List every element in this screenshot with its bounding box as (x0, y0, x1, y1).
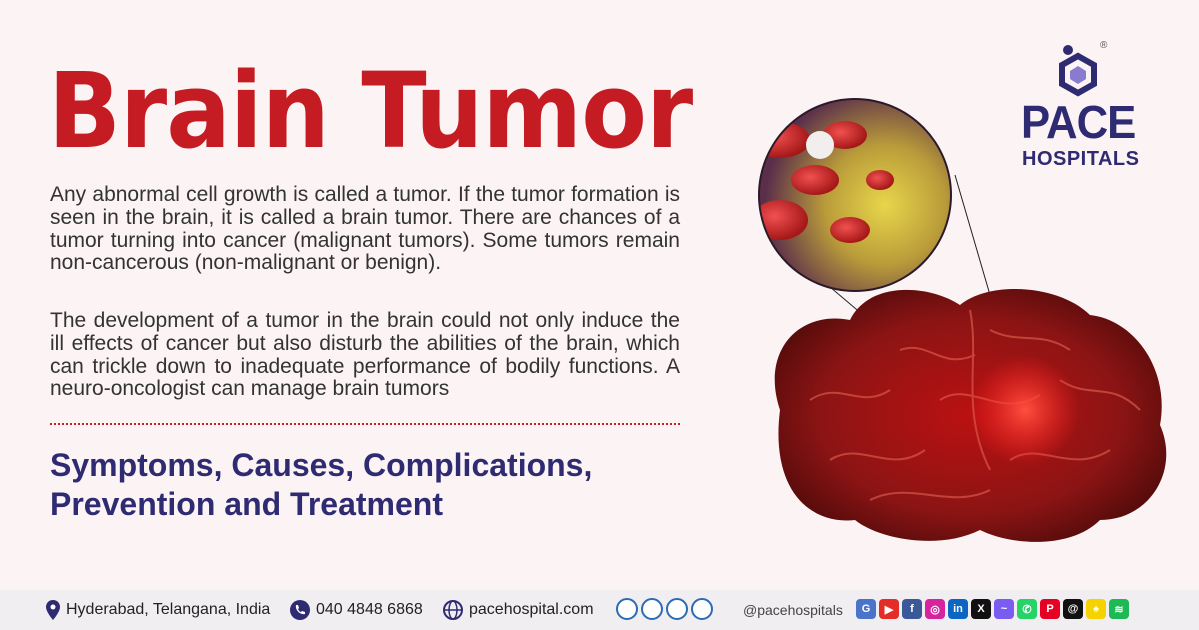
accreditation-badge-icon (616, 598, 638, 620)
threads-icon[interactable]: @ (1063, 599, 1083, 619)
subtitle-line-2: Prevention and Treatment (50, 486, 443, 522)
footer-location[interactable]: Hyderabad, Telangana, India (46, 600, 270, 620)
registered-mark: ® (1100, 40, 1108, 51)
footer-phone[interactable]: 040 4848 6868 (290, 600, 423, 620)
accreditation-badge-icon (641, 598, 663, 620)
instagram-icon[interactable]: ◎ (925, 599, 945, 619)
footer-bar: Hyderabad, Telangana, India 040 4848 686… (0, 590, 1199, 630)
snapchat-icon[interactable]: ♠ (1086, 599, 1106, 619)
brain-illustration (758, 98, 1167, 542)
spotify-icon[interactable]: ≋ (1109, 599, 1129, 619)
website-text: pacehospital.com (469, 601, 594, 618)
location-pin-icon (46, 600, 60, 620)
phone-icon (290, 600, 310, 620)
youtube-icon[interactable]: ▶ (879, 599, 899, 619)
social-handle: @pacehospitals (743, 602, 843, 618)
accreditation-badge-icon (666, 598, 688, 620)
logo-name: PACE (1021, 96, 1136, 148)
dotted-divider (50, 423, 680, 425)
page-title: Brain Tumor (48, 50, 693, 172)
phone-text: 040 4848 6868 (316, 601, 423, 618)
location-text: Hyderabad, Telangana, India (66, 601, 271, 618)
development-paragraph: The development of a tumor in the brain … (50, 309, 680, 401)
linkedin-icon[interactable]: in (948, 599, 968, 619)
x-icon[interactable]: X (971, 599, 991, 619)
logo-subtitle: HOSPITALS (1022, 148, 1140, 170)
social-icons: G ▶ f ◎ in X ~ ✆ P @ ♠ ≋ (856, 599, 1129, 619)
topics-subtitle: Symptoms, Causes, Complications, Prevent… (50, 446, 690, 524)
globe-icon (443, 600, 463, 620)
intro-paragraph: Any abnormal cell growth is called a tum… (50, 183, 680, 275)
messenger-icon[interactable]: ~ (994, 599, 1014, 619)
pinterest-icon[interactable]: P (1040, 599, 1060, 619)
whatsapp-icon[interactable]: ✆ (1017, 599, 1037, 619)
facebook-icon[interactable]: f (902, 599, 922, 619)
pace-logo-icon (1059, 45, 1097, 97)
google-business-icon[interactable]: G (856, 599, 876, 619)
footer-website[interactable]: pacehospital.com (443, 600, 594, 620)
subtitle-line-1: Symptoms, Causes, Complications, (50, 447, 593, 483)
accreditation-badges (616, 598, 713, 620)
accreditation-badge-icon (691, 598, 713, 620)
